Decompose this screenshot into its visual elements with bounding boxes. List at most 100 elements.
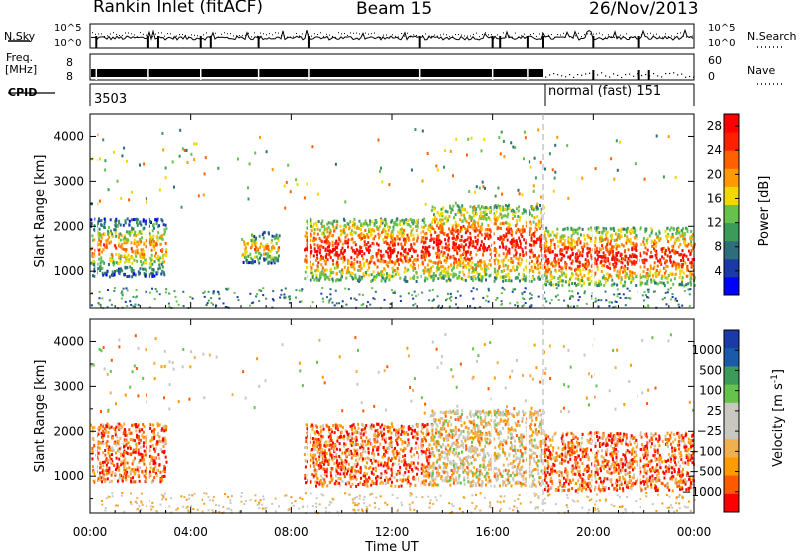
range-cell	[114, 231, 117, 235]
range-cell	[569, 296, 572, 299]
range-cell	[468, 221, 471, 225]
range-cell	[345, 271, 348, 275]
range-cell	[247, 242, 249, 246]
range-cell	[646, 279, 649, 283]
range-cell	[361, 254, 363, 258]
nsearch-point	[668, 36, 669, 38]
range-cell	[631, 278, 634, 282]
range-cell	[451, 246, 454, 250]
range-cell	[514, 146, 517, 150]
range-cell	[420, 250, 423, 254]
range-cell	[350, 265, 353, 269]
range-cell	[150, 248, 153, 252]
range-cell	[535, 223, 538, 227]
range-cell	[217, 166, 220, 170]
range-cell	[478, 186, 481, 190]
range-cell	[156, 432, 159, 436]
range-cell	[148, 291, 151, 294]
range-cell	[468, 214, 471, 218]
range-cell	[316, 192, 319, 196]
range-cell	[270, 257, 273, 261]
range-cell	[431, 227, 434, 230]
range-cell	[567, 255, 570, 259]
range-cell	[462, 245, 465, 249]
range-cell	[495, 273, 498, 277]
range-cell	[622, 284, 625, 288]
range-cell	[506, 267, 509, 271]
range-cell	[390, 439, 392, 443]
nave-point	[665, 73, 667, 75]
range-cell	[514, 288, 517, 291]
range-cell	[548, 268, 551, 271]
range-cell	[401, 260, 404, 264]
range-cell	[384, 231, 387, 235]
range-cell	[273, 237, 276, 241]
range-cell	[543, 244, 546, 248]
range-cell	[259, 245, 262, 249]
range-cell	[666, 265, 669, 268]
range-cell	[545, 245, 548, 248]
range-cell	[370, 220, 373, 224]
range-cell	[439, 212, 442, 216]
range-cell	[266, 243, 269, 246]
range-cell	[421, 129, 424, 133]
range-cell	[180, 205, 183, 209]
range-cell	[143, 267, 146, 271]
range-cell	[624, 254, 627, 258]
range-cell	[351, 233, 354, 237]
range-cell	[124, 461, 127, 465]
range-cell	[134, 249, 137, 253]
range-cell	[121, 294, 124, 297]
range-cell	[323, 268, 326, 272]
range-cell	[516, 265, 519, 269]
range-cell	[116, 466, 119, 470]
range-cell	[126, 452, 129, 456]
range-cell	[382, 254, 385, 258]
range-cell	[647, 291, 650, 294]
range-cell	[127, 474, 130, 478]
range-cell	[576, 264, 579, 268]
range-cell	[668, 228, 671, 232]
beam-title: Beam 15	[356, 0, 433, 19]
y-tick-label: 2000	[53, 219, 84, 233]
nsearch-point	[461, 34, 462, 36]
range-cell	[615, 274, 618, 278]
range-cell	[360, 275, 363, 279]
range-cell	[576, 304, 579, 307]
range-cell	[359, 263, 362, 267]
range-cell	[494, 276, 496, 280]
range-cell	[417, 236, 420, 240]
range-cell	[454, 238, 457, 241]
range-cell	[159, 235, 162, 239]
range-cell	[582, 234, 585, 238]
range-cell	[336, 246, 339, 250]
range-cell	[550, 240, 553, 244]
range-cell	[682, 237, 685, 241]
range-cell	[633, 231, 636, 234]
range-cell	[256, 247, 259, 251]
range-cell	[133, 272, 136, 276]
nave-point	[609, 76, 611, 78]
range-cell	[400, 258, 403, 262]
range-cell	[548, 152, 551, 156]
range-cell	[265, 257, 268, 261]
range-cell	[614, 305, 617, 308]
range-cell	[151, 238, 154, 241]
nave-point	[693, 76, 695, 78]
range-cell	[459, 210, 462, 214]
range-cell	[591, 295, 593, 298]
range-cell	[538, 220, 541, 224]
range-cell	[604, 237, 607, 241]
range-cell	[392, 266, 395, 270]
range-cell	[145, 449, 148, 453]
range-cell	[330, 476, 333, 480]
range-cell	[134, 470, 137, 474]
range-cell	[119, 427, 122, 431]
range-cell	[156, 225, 159, 229]
nsearch-point	[287, 36, 288, 38]
range-cell	[689, 237, 692, 241]
range-cell	[118, 447, 121, 451]
range-cell	[486, 248, 488, 252]
range-cell	[622, 293, 625, 296]
